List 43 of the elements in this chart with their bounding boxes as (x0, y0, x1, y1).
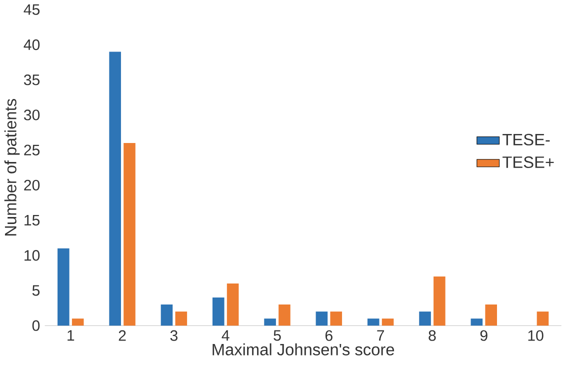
y-axis-title: Number of patients (4, 98, 20, 236)
bar (175, 311, 188, 326)
legend-label: TESE+ (502, 156, 554, 168)
bar (485, 304, 497, 326)
bar (316, 311, 328, 326)
legend-label: TESE- (502, 134, 550, 146)
x-tick-label: 6 (325, 330, 332, 341)
x-tick-label: 9 (480, 330, 488, 341)
bar (434, 276, 446, 326)
x-tick-label: 8 (428, 330, 436, 341)
x-tick-label: 1 (68, 330, 74, 341)
bar (419, 311, 431, 326)
x-tick-label: 2 (118, 330, 126, 341)
bar (278, 304, 290, 326)
bar (382, 318, 394, 326)
x-tick-label: 7 (377, 330, 384, 341)
bar (367, 318, 380, 326)
bar (124, 142, 136, 326)
bar (330, 311, 342, 326)
bar (58, 248, 70, 326)
y-tick-label: 30 (24, 110, 40, 120)
x-tick-label: 5 (274, 330, 281, 341)
y-tick-label: 15 (24, 214, 40, 226)
y-tick-label: 20 (24, 180, 40, 190)
y-tick-label: 35 (24, 74, 40, 86)
bar (226, 283, 239, 326)
bar (264, 318, 276, 326)
x-tick-label: 4 (222, 330, 230, 341)
bar (160, 304, 173, 326)
bar (212, 297, 224, 326)
x-tick-label: 3 (170, 330, 178, 341)
y-tick-label: 10 (24, 250, 40, 261)
bar (72, 318, 84, 326)
y-tick-label: 40 (24, 39, 40, 50)
y-tick-label: 25 (24, 144, 40, 156)
y-tick-label: 0 (32, 320, 40, 331)
bar (470, 318, 483, 326)
y-tick-label: 5 (32, 285, 40, 296)
x-tick-label: 10 (528, 330, 544, 341)
bar (109, 52, 121, 326)
y-tick-label: 45 (24, 4, 40, 15)
x-axis-title: Maximal Johnsen's score (212, 343, 394, 356)
bar (536, 311, 549, 326)
